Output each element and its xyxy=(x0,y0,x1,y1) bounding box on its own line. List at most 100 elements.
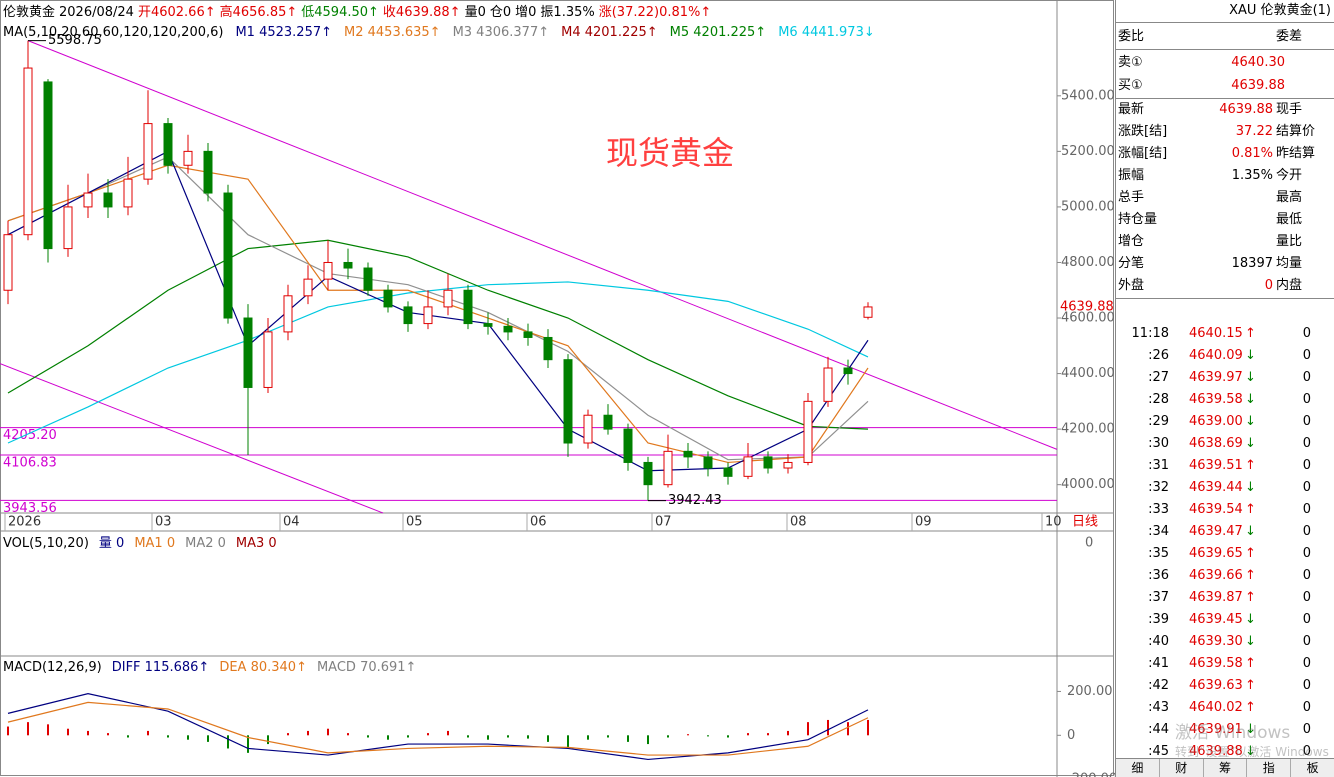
legend-item: 量 0 xyxy=(99,536,124,551)
tick-row: :31 4639.51 ↑ 0 xyxy=(1116,455,1334,477)
tick-time: :31 xyxy=(1148,458,1169,473)
tick-volume: 0 xyxy=(1302,678,1311,693)
tick-arrow: ↓ xyxy=(1245,612,1256,627)
quote-label: 今开 xyxy=(1276,168,1303,183)
tick-volume: 0 xyxy=(1302,700,1311,715)
quote-label: 昨结算 xyxy=(1276,146,1316,161)
legend-item: M2 4453.635↑ xyxy=(344,25,441,40)
quote-label: 涨跌[结] xyxy=(1118,124,1168,139)
legend-item: MA2 0 xyxy=(185,536,226,551)
legend-item: M3 4306.377↑ xyxy=(453,25,550,40)
tick-price: 4638.69 xyxy=(1189,436,1243,451)
trend-line xyxy=(0,363,384,514)
tick-arrow: ↓ xyxy=(1245,370,1256,385)
candle-body xyxy=(583,414,593,444)
chart-area: 伦敦黄金 2026/08/24 开4602.66↑ 高4656.85↑ 低4594.50… xyxy=(0,0,1115,777)
x-tick-label: 05 xyxy=(406,515,423,530)
quote-value: 0 xyxy=(1264,278,1273,293)
candle-body xyxy=(843,367,853,375)
tick-price: 4639.66 xyxy=(1189,568,1243,583)
tick-time: :44 xyxy=(1148,722,1169,737)
tick-row: :41 4639.58 ↑ 0 xyxy=(1116,653,1334,675)
legend-item: DEA 80.340↑ xyxy=(219,660,307,675)
y-tick-label: 4400.00 xyxy=(1061,366,1115,381)
tick-volume: 0 xyxy=(1302,370,1311,385)
tick-price: 4640.02 xyxy=(1189,700,1243,715)
tick-volume: 0 xyxy=(1302,612,1311,627)
candle-body xyxy=(663,450,673,486)
tab[interactable]: 板 xyxy=(1291,759,1334,777)
label: 委比 xyxy=(1118,29,1145,44)
tick-row: :30 4638.69 ↓ 0 xyxy=(1116,433,1334,455)
candle-body xyxy=(43,81,53,250)
trend-line xyxy=(27,40,1058,450)
candle-body xyxy=(623,428,633,463)
tick-row: :32 4639.44 ↓ 0 xyxy=(1116,477,1334,499)
tick-arrow: ↓ xyxy=(1245,524,1256,539)
candle-body xyxy=(643,461,653,486)
level-label: 3943.56 xyxy=(3,501,57,516)
tick-price: 4639.44 xyxy=(1189,480,1243,495)
tick-time: :42 xyxy=(1148,678,1169,693)
candle-body xyxy=(743,456,753,477)
tick-row: :34 4639.47 ↓ 0 xyxy=(1116,521,1334,543)
legend-item: MA1 0 xyxy=(134,536,175,551)
header-item: 涨(37.22)0.81%↑ xyxy=(599,5,712,20)
candle-body xyxy=(543,336,553,361)
watermark-title: 现货黄金 xyxy=(606,134,734,172)
candle-body xyxy=(223,192,233,319)
quote-label: 持仓量 xyxy=(1118,212,1158,227)
tick-arrow: ↑ xyxy=(1245,568,1256,583)
tick-row: :36 4639.66 ↑ 0 xyxy=(1116,565,1334,587)
header-item: 2026/08/24 xyxy=(59,5,134,20)
x-tick-label: 10 xyxy=(1045,515,1062,530)
tick-volume: 0 xyxy=(1302,502,1311,517)
tick-arrow: ↓ xyxy=(1245,436,1256,451)
tick-volume: 0 xyxy=(1302,414,1311,429)
candle-body xyxy=(863,306,873,318)
header-item: 仓0 xyxy=(490,5,511,20)
quote-label: 最低 xyxy=(1276,212,1303,227)
vol-label: VOL(5,10,20) xyxy=(3,536,89,551)
tick-arrow: ↑ xyxy=(1245,678,1256,693)
tick-time: :41 xyxy=(1148,656,1169,671)
candle-body xyxy=(703,456,713,469)
tab[interactable]: 细 xyxy=(1116,759,1160,777)
tick-arrow: ↓ xyxy=(1245,744,1256,759)
tick-price: 4639.65 xyxy=(1189,546,1243,561)
level-label: 4106.83 xyxy=(3,455,57,470)
quote-row: 最新 4639.88 现手 xyxy=(1116,99,1334,121)
tick-time: :29 xyxy=(1148,414,1169,429)
x-tick-label: 06 xyxy=(530,515,547,530)
x-tick-label: 07 xyxy=(655,515,672,530)
candle-body xyxy=(123,178,133,208)
tick-arrow: ↑ xyxy=(1245,590,1256,605)
tick-time: :30 xyxy=(1148,436,1169,451)
separator xyxy=(1116,98,1334,99)
tick-price: 4639.47 xyxy=(1189,524,1243,539)
x-tick-label: 04 xyxy=(283,515,300,530)
candle-body xyxy=(183,150,193,166)
tab[interactable]: 筹 xyxy=(1204,759,1248,777)
tick-arrow: ↓ xyxy=(1245,722,1256,737)
book-price: 4640.30 xyxy=(1231,55,1285,70)
tick-time: :40 xyxy=(1148,634,1169,649)
tick-arrow: ↑ xyxy=(1245,326,1256,341)
quote-label: 分笔 xyxy=(1118,256,1145,271)
tick-volume: 0 xyxy=(1302,744,1311,759)
tick-arrow: ↓ xyxy=(1245,414,1256,429)
tick-row: :35 4639.65 ↑ 0 xyxy=(1116,543,1334,565)
separator xyxy=(1116,49,1334,50)
tab[interactable]: 财 xyxy=(1160,759,1204,777)
candle-body xyxy=(163,123,173,166)
tick-time: :32 xyxy=(1148,480,1169,495)
tick-row: :45 4639.88 ↓ 0 xyxy=(1116,741,1334,763)
tick-price: 4639.87 xyxy=(1189,590,1243,605)
candle-body xyxy=(483,323,493,327)
candle-body xyxy=(443,289,453,308)
tab[interactable]: 指 xyxy=(1247,759,1292,777)
tick-volume: 0 xyxy=(1302,436,1311,451)
tick-time: 11:18 xyxy=(1131,326,1169,341)
legend-item: M1 4523.257↑ xyxy=(235,25,332,40)
